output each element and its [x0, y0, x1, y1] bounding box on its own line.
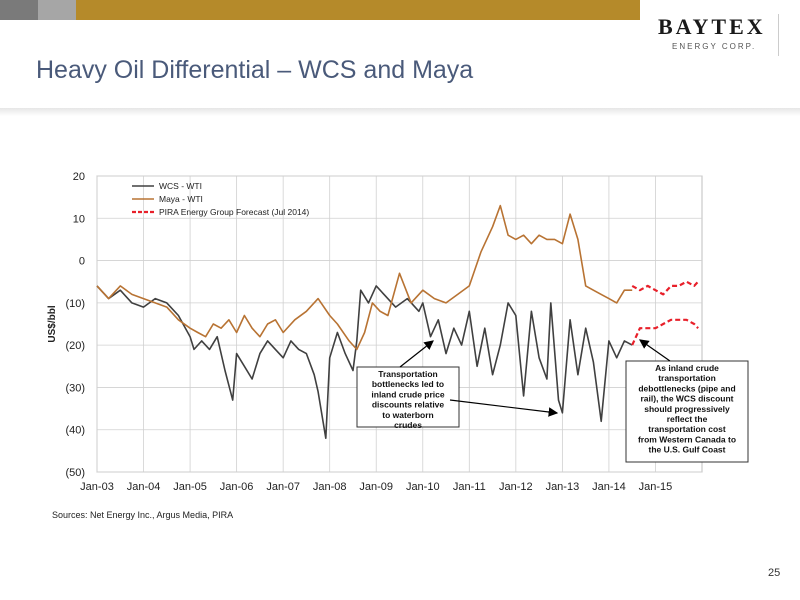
series-line-1: [96, 285, 633, 439]
logo-wordmark: BAYTEX: [658, 14, 766, 39]
x-tick-label: Jan-14: [592, 481, 626, 493]
x-tick-label: Jan-15: [639, 481, 673, 493]
slide-title: Heavy Oil Differential – WCS and Maya: [36, 56, 474, 84]
y-tick-label: (50): [65, 467, 85, 479]
y-tick-label: 10: [73, 213, 85, 225]
series-line-2: [96, 204, 633, 351]
x-tick-label: Jan-12: [499, 481, 533, 493]
logo-subtitle: ENERGY CORP.: [672, 42, 757, 51]
y-tick-label: (30): [65, 382, 85, 394]
header-accent-segment-3: [76, 0, 640, 20]
header-accent-segment-2: [38, 0, 76, 20]
annotations: Transportation bottlenecks led to inland c…: [356, 339, 749, 463]
x-tick-label: Jan-05: [173, 481, 207, 493]
x-tick-label: Jan-08: [313, 481, 347, 493]
x-tick-label: Jan-07: [266, 481, 300, 493]
y-axis-label: US$/bbl: [47, 305, 58, 342]
header-accent-segment-1: [0, 0, 38, 20]
annotation-arrow: [639, 339, 671, 362]
title-divider: [0, 108, 800, 116]
y-tick-label: (40): [65, 425, 85, 437]
legend-label: Maya - WTI: [159, 194, 203, 204]
x-tick-label: Jan-06: [220, 481, 254, 493]
x-tick-label: Jan-13: [546, 481, 580, 493]
legend-label: PIRA Energy Group Forecast (Jul 2014): [159, 207, 309, 217]
page-number: 25: [768, 567, 781, 579]
annotation-box: [356, 366, 460, 428]
y-tick-label: 20: [73, 171, 85, 183]
x-tick-label: Jan-03: [80, 481, 114, 493]
x-tick-label: Jan-10: [406, 481, 440, 493]
source-note: Sources: Net Energy Inc., Argus Media, P…: [52, 510, 234, 520]
header-accent-bar: [0, 0, 640, 20]
annotation-arrow: [449, 399, 559, 417]
company-logo: BAYTEX ENERGY CORP.: [648, 14, 779, 56]
x-tick-label: Jan-09: [359, 481, 393, 493]
x-tick-label: Jan-11: [453, 481, 486, 493]
annotation-arrow: [399, 340, 434, 368]
x-tick-label: Jan-04: [127, 481, 161, 493]
y-tick-label: (20): [65, 340, 85, 352]
y-tick-label: 0: [79, 256, 85, 268]
annotation-box: [625, 360, 749, 463]
annotation-text: Transportation bottlenecks led to inland c…: [371, 369, 444, 430]
legend-label: WCS - WTI: [159, 181, 202, 191]
series-line-3: [631, 280, 699, 346]
annotation-text: As inland crude transportation debottlenec…: [638, 363, 736, 455]
y-tick-label: (10): [65, 298, 85, 310]
